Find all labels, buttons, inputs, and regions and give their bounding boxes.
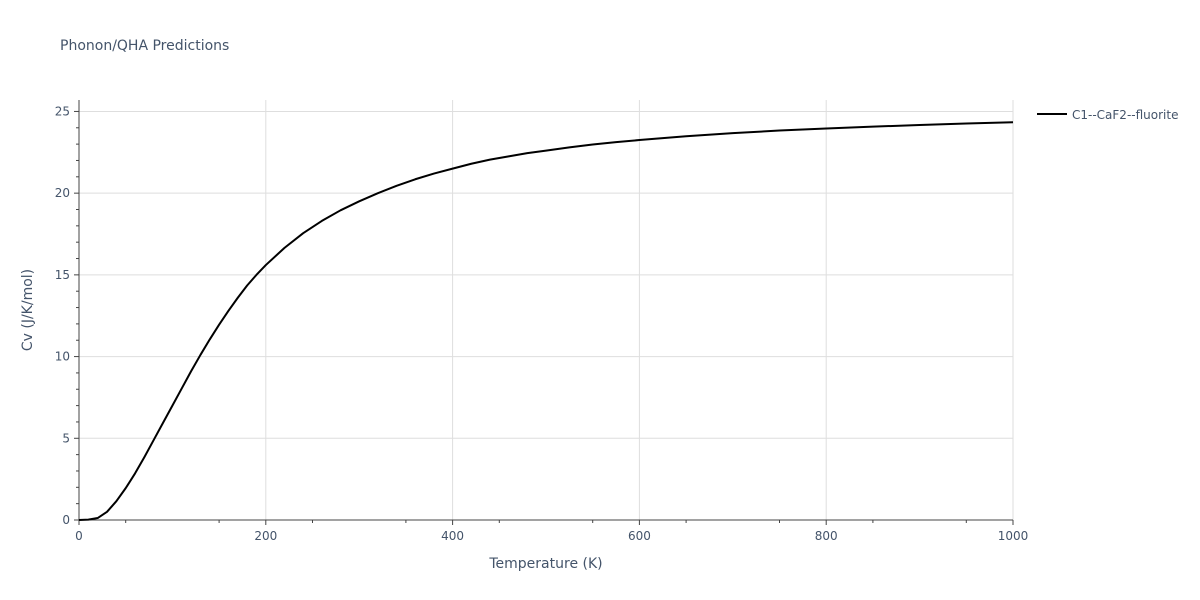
legend[interactable]: C1--CaF2--fluorite xyxy=(1037,108,1178,122)
y-tick-label: 0 xyxy=(62,513,70,527)
y-tick-label: 5 xyxy=(62,431,70,445)
y-axis-ticks: 0 5 10 15 20 25 xyxy=(55,104,79,527)
y-tick-label: 20 xyxy=(55,186,70,200)
series-layer xyxy=(78,121,1014,521)
x-tick-label: 400 xyxy=(441,529,464,543)
chart-title: Phonon/QHA Predictions xyxy=(60,38,229,54)
x-tick-label: 0 xyxy=(75,529,83,543)
y-tick-label: 10 xyxy=(55,350,70,364)
grid-lines xyxy=(79,100,1014,520)
legend-label: C1--CaF2--fluorite xyxy=(1072,108,1178,122)
series-line-0[interactable] xyxy=(78,121,1014,521)
y-axis-title: Cv (J/K/mol) xyxy=(20,269,36,351)
axes xyxy=(78,100,1013,521)
x-tick-label: 1000 xyxy=(998,529,1029,543)
y-tick-label: 15 xyxy=(55,268,70,282)
x-axis-title: Temperature (K) xyxy=(488,556,602,572)
x-tick-label: 200 xyxy=(254,529,277,543)
y-tick-label: 25 xyxy=(55,104,70,118)
x-axis-ticks: 0 200 400 600 800 1000 xyxy=(75,520,1028,543)
x-tick-label: 800 xyxy=(815,529,838,543)
x-tick-label: 600 xyxy=(628,529,651,543)
